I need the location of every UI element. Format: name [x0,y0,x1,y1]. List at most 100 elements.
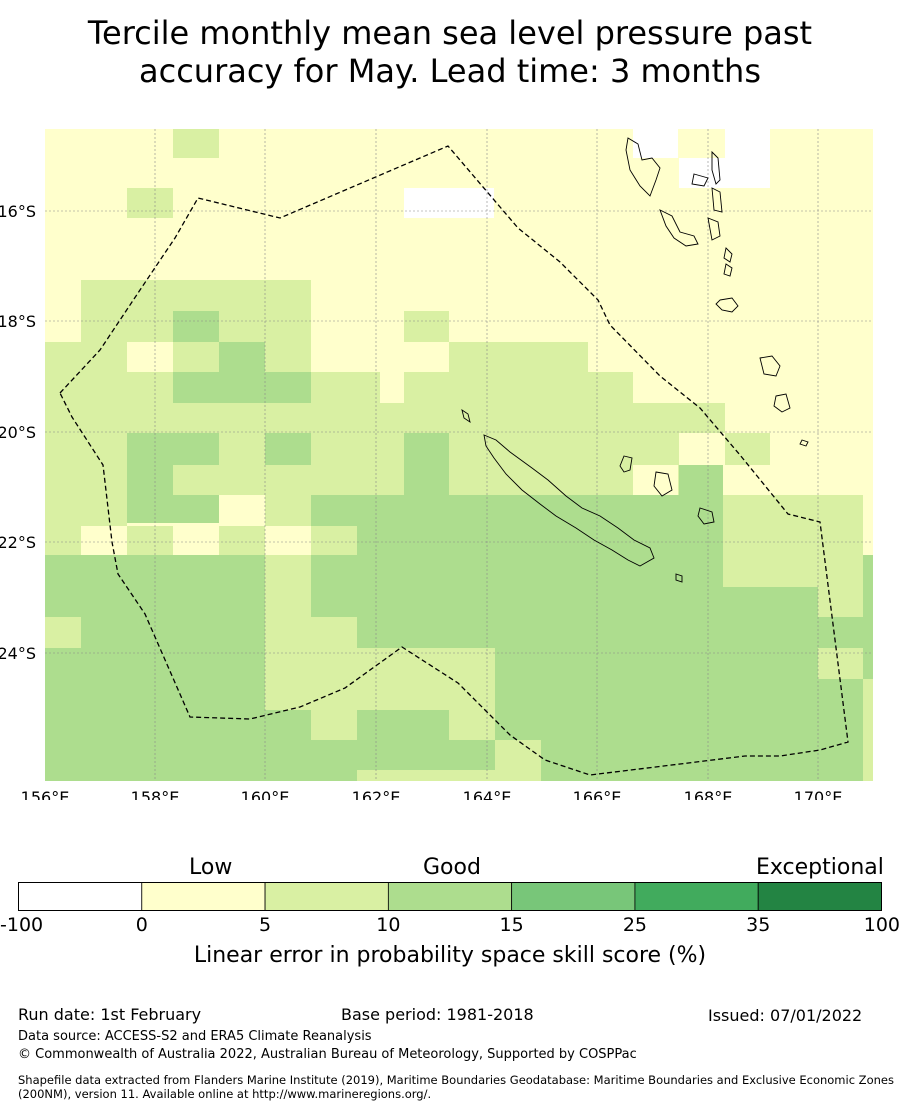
skill-zone-fair [495,740,541,781]
category-exceptional: Exceptional [756,855,884,880]
skill-zone-fair [173,465,311,495]
skill-zone-fair [311,710,357,740]
colorbar-bin [264,882,389,911]
skill-zone-low [679,433,724,465]
skill-grid [45,129,873,781]
new-caledonia-island [483,434,655,567]
skill-zone-fair [588,372,633,403]
skill-zone-fair [357,770,495,781]
shapefile-credit: Shapefile data extracted from Flanders M… [18,1073,894,1101]
colorbar-frame [18,882,882,911]
colorbar-bin [757,882,882,911]
skill-zone-good [265,372,311,403]
colorbar-title: Linear error in probability space skill … [193,943,707,968]
colorbar-tick-label: -100 [0,914,44,936]
skill-zone-fair [723,555,818,587]
lat-tick-label: 20°S [0,423,36,442]
skill-zone-fair [818,555,863,617]
fiji-area-islands [759,355,809,447]
skill-zone-fair [45,526,81,555]
skill-zone-low [863,495,873,555]
lon-tick-label: 170°E [794,788,843,800]
run-date: Run date: 1st February [18,1005,202,1024]
skill-zone-fair [173,129,219,158]
eez-boundary [59,145,849,776]
skill-zone-fair [725,433,770,465]
skill-zone-fair [311,526,357,555]
skill-zone-low [311,342,449,372]
lon-tick-label: 160°E [241,788,290,800]
colorbar-bin [511,882,636,911]
skill-zone-none [633,129,678,158]
lon-tick-label: 158°E [131,788,180,800]
lon-tick-label: 168°E [684,788,733,800]
skill-zone-fair [265,495,311,526]
colorbar-tick-label: 10 [376,914,401,936]
skill-zone-low [725,465,863,495]
skill-zone-fair [818,648,863,679]
skill-zone-fair [404,311,449,342]
colorbar [18,882,882,911]
skill-zone-fair [45,617,81,648]
colorbar-tick-label: 25 [622,914,648,936]
skill-zone-good [219,342,265,403]
colorbar-tick-label: 5 [259,914,272,936]
graticule [45,129,873,781]
skill-zone-good [173,311,219,342]
skill-zone-low [127,342,173,372]
skill-zone-fair [127,188,173,218]
skill-zone-fair [45,433,127,526]
skill-zone-fair [265,555,311,710]
skill-zone-fair [357,372,380,403]
base-period: Base period: 1981-2018 [341,1005,534,1024]
skill-zone-fair [723,495,863,525]
data-source: Data source: ACCESS-S2 and ERA5 Climate … [18,1029,372,1044]
copyright: © Commonwealth of Australia 2022, Austra… [18,1047,637,1062]
loyalty-islands [619,455,715,525]
skill-zone-none [725,129,770,188]
vanuatu-central [659,209,739,313]
skill-map: 156°E 158°E 160°E 162°E 164°E 166°E 168°… [0,129,873,800]
lon-tick-label: 166°E [573,788,622,800]
vanuatu-north [625,137,723,213]
colorbar-bin [634,882,759,911]
category-good: Good [423,855,481,880]
skill-zone-fair [723,525,873,555]
issued-date: Issued: 07/01/2022 [708,1006,863,1025]
coastlines [461,137,809,583]
lon-tick-label: 162°E [352,788,401,800]
colorbar-tick-label: 100 [863,914,900,936]
skill-zone-fair [311,617,357,710]
lat-tick-labels: 16°S 18°S 20°S 22°S 24°S [0,202,36,663]
skill-zone-fair [219,526,265,555]
skill-zone-fair [45,403,725,433]
category-low: Low [189,855,233,880]
lon-tick-labels: 156°E 158°E 160°E 162°E 164°E 166°E 168°… [21,788,843,800]
colorbar-bin [18,882,143,911]
skill-zone-good [818,617,863,648]
colorbar-bin [387,882,513,911]
small-islets [461,408,683,583]
lat-tick-label: 22°S [0,533,36,552]
colorbar-tick-label: 35 [746,914,771,936]
skill-zone-fair [127,526,173,555]
lat-tick-label: 24°S [0,644,36,663]
lon-tick-label: 156°E [21,788,70,800]
skill-zone-none [404,188,494,218]
colorbar-tick-label: 0 [135,914,148,936]
lat-tick-label: 18°S [0,312,36,331]
colorbar-tick-label: 15 [499,914,524,936]
skill-zone-fair [863,679,873,781]
skill-zone-low [633,465,678,495]
colorbar-bins [18,882,882,911]
skill-zone-good [265,433,311,465]
skill-zone-good [173,372,219,403]
title-line-1: Tercile monthly mean sea level pressure … [87,14,813,52]
lat-tick-label: 16°S [0,202,36,221]
skill-zone-fair [449,678,495,740]
colorbar-bin [141,882,266,911]
skill-zone-good [404,433,449,465]
lon-tick-label: 164°E [463,788,512,800]
title-line-2: accuracy for May. Lead time: 3 months [138,52,761,90]
chart-title: Tercile monthly mean sea level pressure … [0,14,900,90]
